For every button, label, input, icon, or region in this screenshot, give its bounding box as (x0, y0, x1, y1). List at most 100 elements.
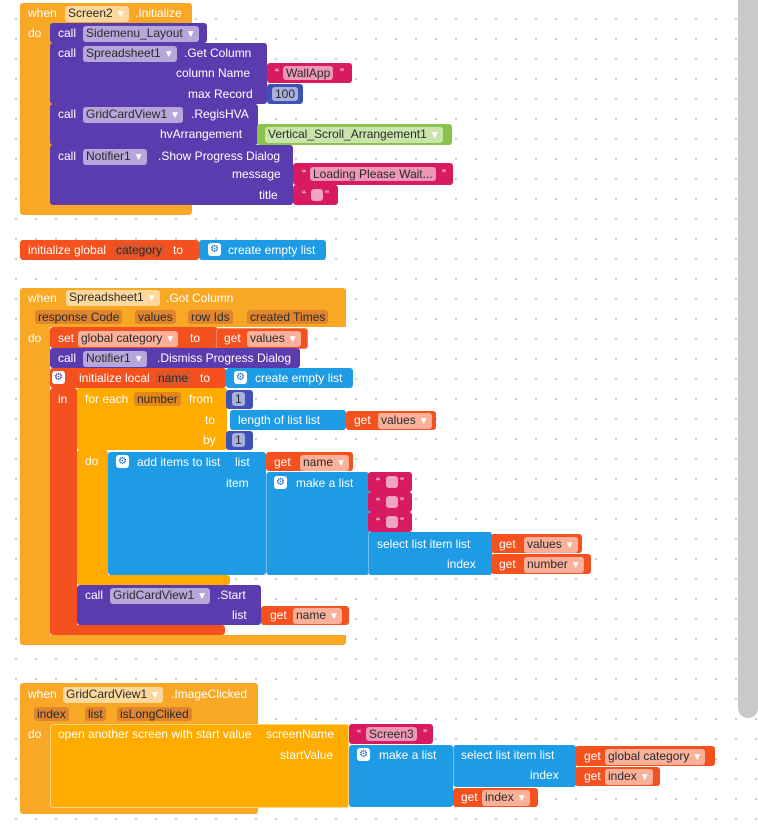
param-index[interactable]: index (34, 707, 69, 721)
component-dropdown[interactable]: GridCardView1 ▼ (110, 588, 211, 604)
dropdown-arrow-icon: ▼ (418, 416, 429, 427)
set-label: set (58, 331, 75, 345)
do-label: do (28, 26, 42, 40)
text-field[interactable]: WallApp (283, 66, 334, 80)
dropdown-value: number (527, 557, 568, 571)
procedure-dropdown[interactable]: Sidemenu_Layout ▼ (83, 26, 199, 42)
list-label: list (232, 608, 247, 622)
dropdown-value: values (381, 413, 416, 427)
variable-dropdown[interactable]: index ▼ (482, 790, 530, 806)
dropdown-value: GridCardView1 (113, 588, 195, 602)
dropdown-value: index (485, 790, 514, 804)
make-a-list-label: make a list (379, 748, 437, 762)
do-label: do (28, 331, 42, 345)
for-each-number-block[interactable] (77, 388, 227, 450)
component-dropdown[interactable]: GridCardView1 ▼ (63, 687, 164, 703)
get-label: get (224, 331, 241, 345)
for-each-label: for each (85, 392, 129, 406)
variable-dropdown[interactable]: number ▼ (524, 557, 584, 573)
dropdown-value: GridCardView1 (66, 687, 148, 701)
number-field[interactable]: 1 (232, 433, 245, 447)
variable-dropdown[interactable]: values ▼ (378, 413, 432, 429)
dropdown-arrow-icon: ▼ (165, 334, 176, 345)
select-list-item-block[interactable] (368, 532, 492, 575)
component-dropdown[interactable]: Notifier1 ▼ (83, 149, 147, 165)
number-field[interactable]: 1 (232, 392, 245, 406)
dropdown-arrow-icon: ▼ (185, 29, 196, 40)
quote-close: ” (325, 188, 329, 202)
loop-variable-field[interactable]: number (134, 392, 181, 406)
gear-icon[interactable]: ⚙ (208, 243, 221, 256)
quote-open: “ (376, 475, 380, 489)
add-items-to-list-block[interactable] (108, 452, 266, 575)
variable-name-field[interactable]: category (113, 243, 166, 257)
dropdown-arrow-icon: ▼ (150, 690, 161, 701)
select-list-item-block[interactable] (453, 745, 576, 787)
param-values[interactable]: values (135, 310, 176, 324)
param-created-times[interactable]: created Times (247, 310, 329, 324)
initialize-local-label: initialize local (79, 371, 150, 385)
length-of-list-block[interactable] (230, 410, 346, 430)
dropdown-value: name (303, 455, 334, 469)
initialize-local-column (50, 388, 77, 635)
make-a-list-block[interactable] (266, 472, 369, 575)
dropdown-value: global category (81, 331, 163, 345)
dropdown-value: Sidemenu_Layout (86, 26, 183, 40)
dropdown-value: index (608, 769, 637, 783)
variable-dropdown[interactable]: name ▼ (300, 455, 349, 471)
param-row-ids[interactable]: row Ids (188, 310, 233, 324)
local-name-field[interactable]: name (155, 371, 192, 385)
dropdown-value: name (296, 608, 327, 622)
initialize-global-category-block[interactable] (20, 240, 199, 260)
when-label: when (28, 687, 57, 701)
component-dropdown[interactable]: Spreadsheet1 ▼ (83, 46, 177, 62)
empty-text-field[interactable] (311, 189, 323, 201)
create-empty-list-block[interactable] (226, 368, 353, 388)
create-empty-list-block[interactable] (199, 240, 326, 260)
number-field[interactable]: 100 (272, 87, 299, 101)
empty-text-field[interactable] (386, 476, 398, 488)
gear-icon[interactable]: ⚙ (357, 748, 370, 761)
gear-icon[interactable]: ⚙ (52, 371, 65, 384)
initialize-local-name-block[interactable] (50, 368, 226, 388)
create-empty-list-label: create empty list (228, 243, 316, 257)
add-items-label: add items to list (137, 455, 221, 469)
variable-dropdown[interactable]: global category ▼ (78, 331, 179, 347)
variable-dropdown[interactable]: name ▼ (293, 608, 342, 624)
variable-dropdown[interactable]: index ▼ (605, 769, 653, 785)
max-record-label: max Record (188, 87, 253, 101)
variable-dropdown[interactable]: values ▼ (247, 331, 301, 347)
component-dropdown[interactable]: Notifier1 ▼ (83, 351, 147, 367)
empty-text-field[interactable] (386, 516, 398, 528)
call-label: call (58, 26, 77, 40)
for-each-bottom (77, 575, 230, 585)
start-value-label: startValue (280, 748, 334, 762)
param-is-long-cliked[interactable]: isLongCliked (117, 707, 192, 721)
from-label: from (189, 392, 213, 406)
dropdown-arrow-icon: ▼ (639, 772, 650, 783)
create-empty-list-label: create empty list (255, 371, 343, 385)
text-field[interactable]: Loading Please Wait... (310, 167, 436, 181)
event-name: .Got Column (166, 291, 234, 305)
open-another-screen-block[interactable] (50, 724, 349, 808)
quote-open: “ (302, 167, 306, 181)
gear-icon[interactable]: ⚙ (116, 455, 129, 468)
component-dropdown[interactable]: Spreadsheet1 ▼ (66, 290, 160, 306)
text-field[interactable]: Screen3 (366, 727, 417, 741)
component-dropdown[interactable]: Screen2 ▼ (65, 6, 129, 22)
workspace-vertical-scrollbar[interactable] (738, 0, 758, 718)
arrangement-dropdown[interactable]: Vertical_Scroll_Arrangement1 ▼ (265, 127, 443, 143)
get-label: get (584, 769, 601, 783)
hv-arrangement-label: hvArrangement (160, 127, 243, 141)
param-list[interactable]: list (85, 707, 106, 721)
empty-text-field[interactable] (386, 496, 398, 508)
dropdown-arrow-icon: ▼ (329, 611, 339, 622)
get-label: get (354, 413, 371, 427)
param-response-code[interactable]: response Code (35, 310, 123, 324)
gear-icon[interactable]: ⚙ (234, 371, 247, 384)
column-name-label: column Name (176, 66, 251, 80)
variable-dropdown[interactable]: global category ▼ (605, 749, 706, 765)
gear-icon[interactable]: ⚙ (274, 476, 287, 489)
variable-dropdown[interactable]: values ▼ (524, 537, 578, 553)
component-dropdown[interactable]: GridCardView1 ▼ (83, 107, 184, 123)
